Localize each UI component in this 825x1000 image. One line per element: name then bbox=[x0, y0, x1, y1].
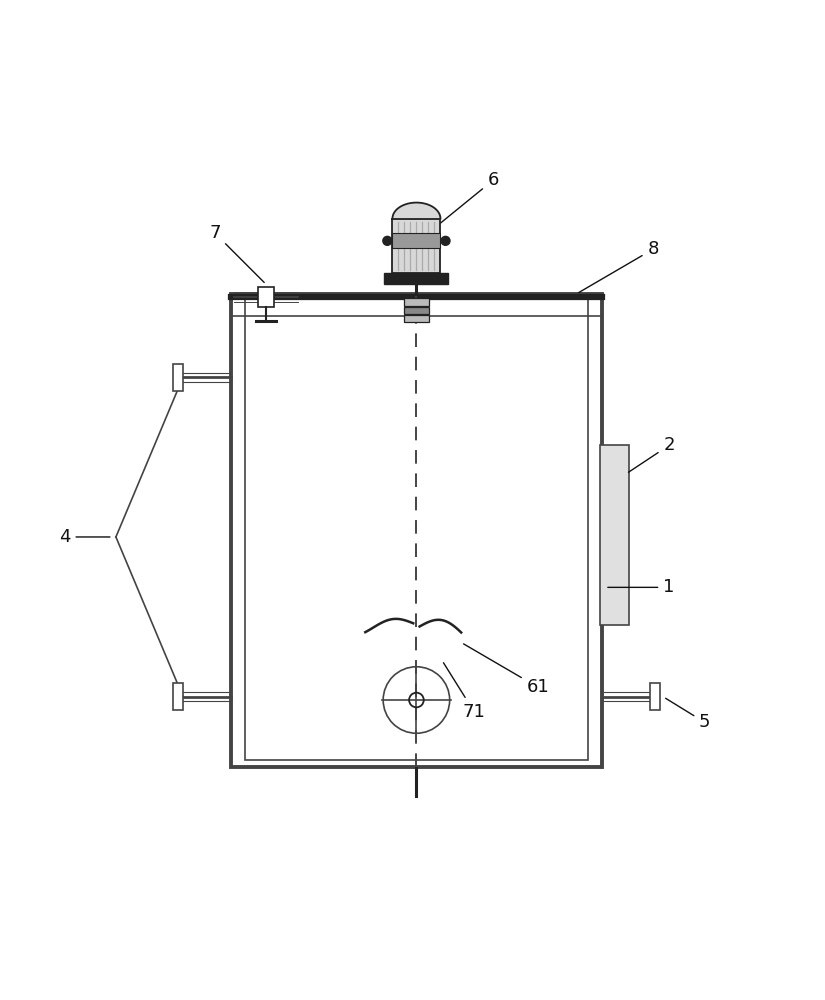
Text: 2: 2 bbox=[629, 436, 675, 472]
Text: 7: 7 bbox=[210, 224, 264, 282]
Text: 4: 4 bbox=[59, 528, 110, 546]
Bar bbox=[231, 294, 602, 767]
Text: 8: 8 bbox=[578, 240, 658, 293]
Text: 71: 71 bbox=[444, 663, 485, 721]
Bar bbox=[245, 294, 587, 760]
Bar bbox=[404, 307, 428, 314]
Bar bbox=[258, 287, 274, 307]
Text: 1: 1 bbox=[608, 578, 675, 596]
Bar bbox=[172, 364, 183, 391]
Text: 61: 61 bbox=[464, 644, 549, 696]
Bar bbox=[650, 683, 660, 710]
Bar bbox=[600, 445, 629, 625]
Circle shape bbox=[383, 236, 392, 245]
Bar bbox=[393, 219, 441, 273]
Bar bbox=[393, 233, 441, 248]
Bar bbox=[384, 273, 449, 284]
Text: 6: 6 bbox=[428, 171, 499, 233]
Bar bbox=[404, 315, 428, 322]
Text: 5: 5 bbox=[666, 698, 710, 731]
Circle shape bbox=[441, 236, 450, 245]
Bar bbox=[404, 298, 428, 306]
Bar bbox=[172, 683, 183, 710]
